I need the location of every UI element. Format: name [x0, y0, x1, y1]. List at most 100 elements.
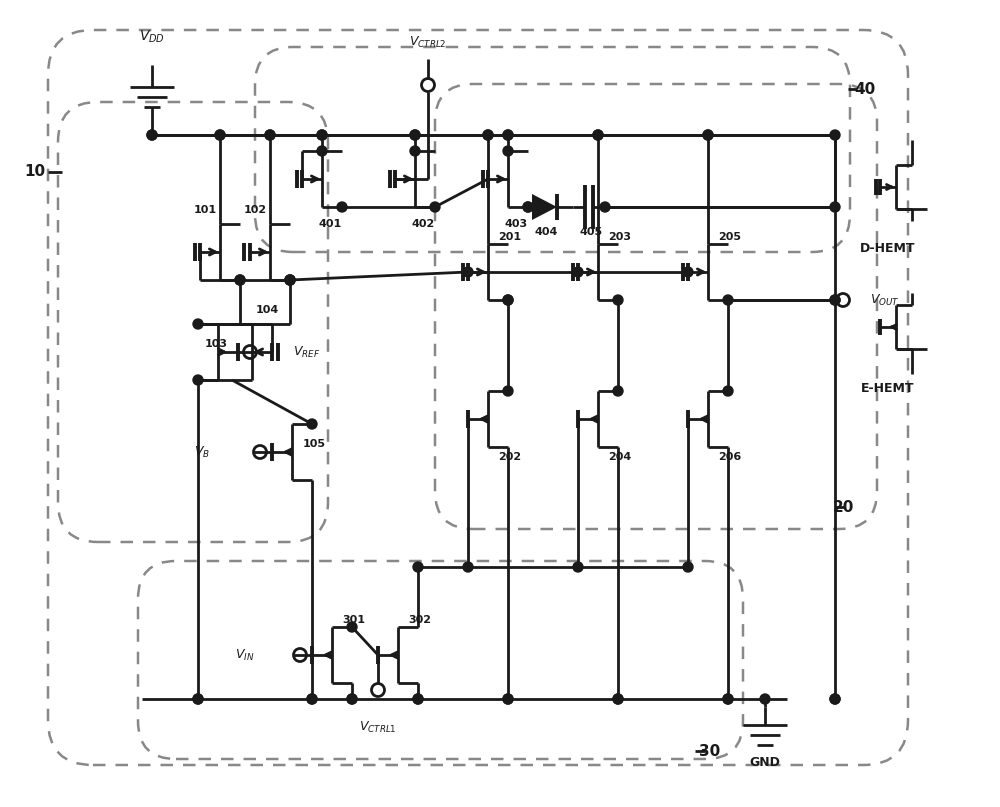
Circle shape: [503, 146, 513, 156]
Text: 402: 402: [411, 219, 435, 229]
Circle shape: [147, 130, 157, 140]
Circle shape: [503, 130, 513, 140]
Text: GND: GND: [750, 756, 780, 770]
Circle shape: [307, 419, 317, 429]
Circle shape: [683, 562, 693, 572]
Text: $V_B$: $V_B$: [194, 445, 210, 459]
Circle shape: [830, 694, 840, 704]
Text: D-HEMT: D-HEMT: [860, 242, 916, 256]
Circle shape: [703, 130, 713, 140]
Circle shape: [830, 130, 840, 140]
Circle shape: [523, 202, 533, 212]
Circle shape: [503, 694, 513, 704]
Circle shape: [463, 267, 473, 277]
Circle shape: [830, 202, 840, 212]
Text: $V_{IN}$: $V_{IN}$: [235, 647, 254, 663]
Text: 102: 102: [243, 205, 267, 215]
Circle shape: [593, 130, 603, 140]
Circle shape: [703, 130, 713, 140]
Circle shape: [235, 275, 245, 285]
Circle shape: [523, 202, 533, 212]
Text: $V_{REF}$: $V_{REF}$: [293, 345, 320, 360]
Circle shape: [347, 622, 357, 632]
Text: $V_{CTRL1}$: $V_{CTRL1}$: [359, 720, 397, 734]
Circle shape: [723, 386, 733, 396]
Circle shape: [830, 295, 840, 305]
Circle shape: [430, 202, 440, 212]
Circle shape: [193, 694, 203, 704]
Text: 40: 40: [854, 82, 876, 97]
Circle shape: [317, 146, 327, 156]
Text: 205: 205: [718, 232, 742, 242]
Text: 301: 301: [342, 615, 366, 625]
Circle shape: [317, 130, 327, 140]
Text: 202: 202: [498, 452, 522, 462]
Circle shape: [830, 694, 840, 704]
Circle shape: [193, 375, 203, 385]
Circle shape: [147, 130, 157, 140]
Circle shape: [723, 295, 733, 305]
Text: 20: 20: [832, 500, 854, 515]
Text: 204: 204: [608, 452, 632, 462]
Circle shape: [193, 319, 203, 329]
Circle shape: [613, 295, 623, 305]
Circle shape: [593, 130, 603, 140]
Circle shape: [483, 130, 493, 140]
Text: 30: 30: [699, 743, 721, 759]
Text: 206: 206: [718, 452, 742, 462]
Circle shape: [573, 562, 583, 572]
Text: 404: 404: [534, 227, 558, 237]
Circle shape: [413, 562, 423, 572]
Circle shape: [503, 130, 513, 140]
Text: 302: 302: [409, 615, 432, 625]
Circle shape: [337, 202, 347, 212]
Circle shape: [307, 694, 317, 704]
Text: 203: 203: [608, 232, 632, 242]
Text: 10: 10: [24, 165, 46, 179]
Circle shape: [285, 275, 295, 285]
Circle shape: [265, 130, 275, 140]
Circle shape: [265, 130, 275, 140]
Circle shape: [317, 130, 327, 140]
Circle shape: [347, 694, 357, 704]
Text: 104: 104: [255, 305, 279, 315]
Circle shape: [483, 130, 493, 140]
Circle shape: [613, 694, 623, 704]
Circle shape: [613, 386, 623, 396]
Circle shape: [503, 694, 513, 704]
Circle shape: [723, 694, 733, 704]
Circle shape: [503, 295, 513, 305]
Circle shape: [410, 130, 420, 140]
Circle shape: [503, 295, 513, 305]
Text: $V_{OUT}$: $V_{OUT}$: [870, 292, 900, 307]
Circle shape: [285, 275, 295, 285]
Circle shape: [413, 694, 423, 704]
Circle shape: [410, 130, 420, 140]
Circle shape: [723, 694, 733, 704]
Circle shape: [413, 694, 423, 704]
Circle shape: [347, 694, 357, 704]
Text: E-HEMT: E-HEMT: [861, 383, 915, 395]
Circle shape: [285, 275, 295, 285]
Circle shape: [613, 694, 623, 704]
Circle shape: [600, 202, 610, 212]
Circle shape: [193, 694, 203, 704]
Circle shape: [215, 130, 225, 140]
Circle shape: [683, 267, 693, 277]
Text: 105: 105: [302, 439, 326, 449]
Text: $V_{DD}$: $V_{DD}$: [139, 28, 165, 45]
Text: 201: 201: [498, 232, 522, 242]
Text: 103: 103: [204, 339, 227, 349]
Circle shape: [215, 130, 225, 140]
Circle shape: [503, 386, 513, 396]
Circle shape: [760, 694, 770, 704]
Text: 405: 405: [579, 227, 603, 237]
Circle shape: [410, 146, 420, 156]
Circle shape: [307, 694, 317, 704]
Polygon shape: [532, 194, 557, 220]
Text: 401: 401: [318, 219, 342, 229]
Circle shape: [235, 275, 245, 285]
Text: 101: 101: [193, 205, 217, 215]
Circle shape: [463, 562, 473, 572]
Text: $V_{CTRL2}$: $V_{CTRL2}$: [409, 35, 447, 49]
